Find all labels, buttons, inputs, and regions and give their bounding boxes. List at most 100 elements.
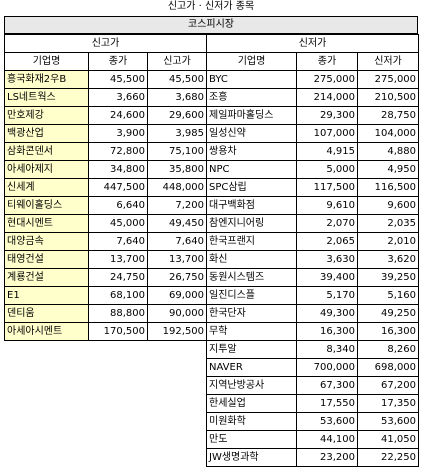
new-high-price-cell: 448,000 — [146, 178, 208, 197]
new-high-price-cell: 13,700 — [146, 250, 208, 269]
company-name-cell: 신세계 — [4, 178, 89, 197]
new-low-price-cell: 22,250 — [356, 448, 420, 467]
closing-price-cell: 16,300 — [296, 322, 358, 341]
new-high-row: 아세아제지 34,800 35,800 — [4, 160, 208, 179]
company-name-cell: 일성신약 — [206, 124, 297, 143]
closing-price-cell: 3,660 — [88, 88, 148, 107]
new-low-price-cell: 41,050 — [356, 430, 420, 449]
new-low-row: JW생명과학 23,200 22,250 — [206, 448, 420, 467]
new-low-row: BYC 275,000 275,000 — [206, 70, 420, 89]
new-low-row: 한세실업 17,550 17,350 — [206, 394, 420, 413]
new-low-price-cell: 9,600 — [356, 196, 420, 215]
company-name-cell: E1 — [4, 286, 89, 305]
closing-price-cell: 8,340 — [296, 340, 358, 359]
company-name-cell: 지역난방공사 — [206, 376, 297, 395]
new-low-price-cell: 4,880 — [356, 142, 420, 161]
closing-price-cell: 23,200 — [296, 448, 358, 467]
closing-price-cell: 88,800 — [88, 304, 148, 323]
closing-price-cell: 7,640 — [88, 232, 148, 251]
closing-price-cell: 275,000 — [296, 70, 358, 89]
new-high-price-cell: 90,000 — [146, 304, 208, 323]
closing-price-cell: 170,500 — [88, 322, 148, 341]
company-name-cell: 아세아제지 — [4, 160, 89, 179]
new-high-price-cell: 75,100 — [146, 142, 208, 161]
new-low-row: 한국단자 49,300 49,250 — [206, 304, 420, 323]
new-high-row: 신세계 447,500 448,000 — [4, 178, 208, 197]
closing-price-cell: 67,300 — [296, 376, 358, 395]
closing-price-cell: 72,800 — [88, 142, 148, 161]
new-high-price-cell: 35,800 — [146, 160, 208, 179]
closing-price-cell: 13,700 — [88, 250, 148, 269]
closing-price-cell: 29,300 — [296, 106, 358, 125]
new-high-price-cell: 45,500 — [146, 70, 208, 89]
closing-price-cell: 2,065 — [296, 232, 358, 251]
company-name-cell: 덴티움 — [4, 304, 89, 323]
new-high-price-cell: 49,450 — [146, 214, 208, 233]
new-low-price-cell: 17,350 — [356, 394, 420, 413]
new-low-price-cell: 8,260 — [356, 340, 420, 359]
new-low-row: 참엔지니어링 2,070 2,035 — [206, 214, 420, 233]
new-low-price-cell: 104,000 — [356, 124, 420, 143]
new-high-row: E1 68,100 69,000 — [4, 286, 208, 305]
column-header-new-high: 신고가 — [146, 52, 208, 71]
new-high-section-header: 신고가 — [3, 34, 208, 53]
closing-price-cell: 24,600 — [88, 106, 148, 125]
new-high-price-cell: 3,985 — [146, 124, 208, 143]
closing-price-cell: 4,915 — [296, 142, 358, 161]
closing-price-cell: 49,300 — [296, 304, 358, 323]
column-header-company: 기업명 — [4, 52, 89, 71]
new-high-row: 대양금속 7,640 7,640 — [4, 232, 208, 251]
company-name-cell: 삼화콘덴서 — [4, 142, 89, 161]
new-high-table: 신고가 기업명 종가 신고가 흥국화재2우B 45,500 45,500 LS네트웍스… — [3, 34, 208, 341]
new-high-row: LS네트웍스 3,660 3,680 — [4, 88, 208, 107]
closing-price-cell: 700,000 — [296, 358, 358, 377]
new-low-row: 지역난방공사 67,300 67,200 — [206, 376, 420, 395]
new-low-row: 동원시스템즈 39,400 39,250 — [206, 268, 420, 287]
new-low-price-cell: 67,200 — [356, 376, 420, 395]
column-header-close: 종가 — [88, 52, 148, 71]
new-low-rows: BYC 275,000 275,000 조흥 214,000 210,500 제일파마홀딩스… — [206, 70, 420, 467]
company-name-cell: NPC — [206, 160, 297, 179]
new-high-row: 흥국화재2우B 45,500 45,500 — [4, 70, 208, 89]
new-low-price-cell: 5,160 — [356, 286, 420, 305]
new-low-row: 대구백화점 9,610 9,600 — [206, 196, 420, 215]
company-name-cell: 태영건설 — [4, 250, 89, 269]
company-name-cell: 일진디스플 — [206, 286, 297, 305]
closing-price-cell: 53,600 — [296, 412, 358, 431]
page-title: 신고가 · 신저가 종목 — [167, 1, 255, 12]
company-name-cell: LS네트웍스 — [4, 88, 89, 107]
column-header-new-low: 신저가 — [356, 52, 420, 71]
company-name-cell: 쌍용차 — [206, 142, 297, 161]
closing-price-cell: 214,000 — [296, 88, 358, 107]
closing-price-cell: 17,550 — [296, 394, 358, 413]
closing-price-cell: 5,000 — [296, 160, 358, 179]
closing-price-cell: 107,000 — [296, 124, 358, 143]
new-high-row: 현대시멘트 45,000 49,450 — [4, 214, 208, 233]
new-high-price-cell: 69,000 — [146, 286, 208, 305]
new-low-price-cell: 49,250 — [356, 304, 420, 323]
new-low-row: 일성신약 107,000 104,000 — [206, 124, 420, 143]
company-name-cell: 한국단자 — [206, 304, 297, 323]
new-low-row: NPC 5,000 4,950 — [206, 160, 420, 179]
company-name-cell: 한국프랜지 — [206, 232, 297, 251]
new-low-row: 제일파마홀딩스 29,300 28,750 — [206, 106, 420, 125]
closing-price-cell: 447,500 — [88, 178, 148, 197]
closing-price-cell: 117,500 — [296, 178, 358, 197]
company-name-cell: 무학 — [206, 322, 297, 341]
new-high-row: 태영건설 13,700 13,700 — [4, 250, 208, 269]
new-low-price-cell: 2,010 — [356, 232, 420, 251]
new-high-row: 백광산업 3,900 3,985 — [4, 124, 208, 143]
company-name-cell: 계룡건설 — [4, 268, 89, 287]
new-high-row: 티웨이홀딩스 6,640 7,200 — [4, 196, 208, 215]
closing-price-cell: 5,170 — [296, 286, 358, 305]
new-low-row: 무학 16,300 16,300 — [206, 322, 420, 341]
company-name-cell: 현대시멘트 — [4, 214, 89, 233]
company-name-cell: BYC — [206, 70, 297, 89]
new-low-price-cell: 16,300 — [356, 322, 420, 341]
new-high-price-cell: 29,600 — [146, 106, 208, 125]
closing-price-cell: 34,800 — [88, 160, 148, 179]
new-low-row: 쌍용차 4,915 4,880 — [206, 142, 420, 161]
new-low-row: 만도 44,100 41,050 — [206, 430, 420, 449]
new-high-price-cell: 26,750 — [146, 268, 208, 287]
company-name-cell: 동원시스템즈 — [206, 268, 297, 287]
